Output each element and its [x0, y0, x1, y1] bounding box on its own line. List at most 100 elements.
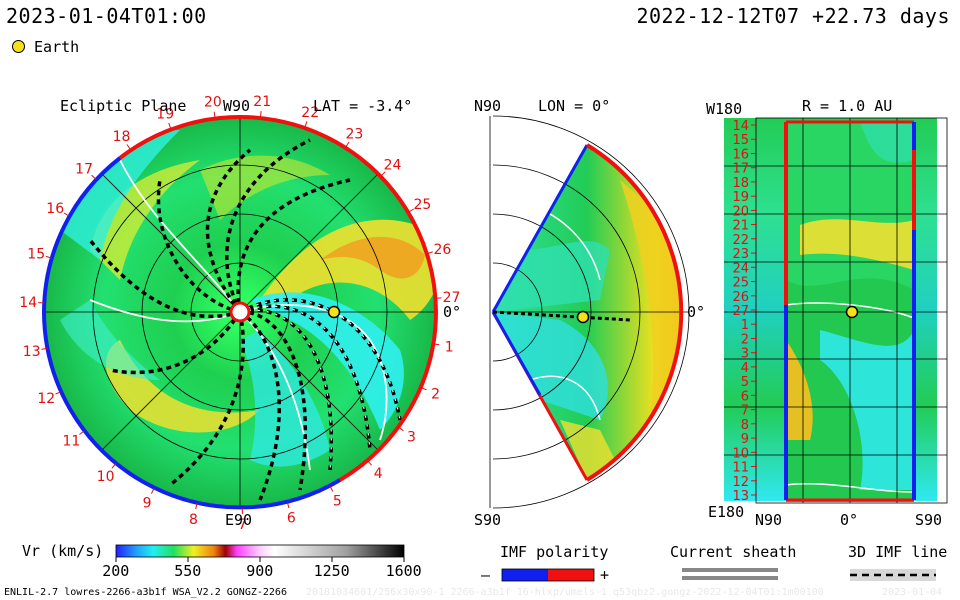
radial-tick-label: 14	[732, 119, 749, 134]
ecliptic-tick-label: 7	[238, 517, 247, 533]
radial-tick-label: 16	[732, 148, 749, 163]
radial-grid	[724, 117, 948, 504]
observation-time: 2023-01-04T01:00	[6, 4, 207, 28]
radial-panel	[724, 117, 948, 504]
ecliptic-tick-mark	[367, 460, 372, 466]
radial-tick-label: 2	[741, 333, 749, 348]
sun-marker	[229, 301, 251, 323]
ecliptic-polarity-negative	[41, 156, 342, 510]
run-time: 2022-12-12T07 +22.73 days	[636, 4, 950, 28]
radial-carrington-ticks: 1415161718192021222324252627123456789101…	[732, 119, 757, 504]
radial-x-right-label: S90	[915, 511, 943, 529]
meridional-top-label: N90	[474, 97, 502, 115]
imf-polarity-title: IMF polarity	[500, 543, 609, 561]
ecliptic-tick-mark	[408, 208, 415, 213]
meridional-bottom-label: S90	[474, 511, 502, 529]
ecliptic-tick-mark	[55, 391, 62, 395]
radial-tick-label: 24	[732, 261, 749, 276]
ecliptic-tick-label: 12	[37, 391, 55, 407]
footer-run-id: 20181034601/256x30x90-1 2266-a3b1f 16-hl…	[306, 587, 824, 598]
ecliptic-tick-label: 10	[97, 469, 115, 485]
ecliptic-tick-label: 18	[113, 129, 131, 145]
ecliptic-tick-mark	[433, 343, 440, 346]
ecliptic-tick-mark	[45, 255, 52, 259]
footer-model: ENLIL-2.7 lowres-2266-a3b1f WSA_V2.2 GON…	[4, 587, 287, 598]
ecliptic-tick-label: 24	[384, 158, 402, 174]
ecliptic-tick-label: 27	[443, 290, 461, 306]
ecliptic-tick-mark	[380, 171, 386, 177]
current-sheath-title: Current sheath	[670, 543, 797, 561]
imf-polarity-positive-swatch	[548, 569, 594, 581]
ecliptic-latitude: LAT = -3.4°	[313, 97, 413, 115]
colorbar-tick-label: 200	[102, 562, 130, 580]
meridional-panel	[489, 115, 690, 509]
ecliptic-tick-label: 19	[156, 107, 174, 123]
ecliptic-tick-mark	[213, 111, 216, 118]
colorbar-tick-label: 1600	[385, 562, 422, 580]
ecliptic-tick-label: 11	[62, 434, 80, 450]
radial-tick-label: 25	[732, 276, 749, 291]
ecliptic-tick-label: 25	[413, 197, 431, 213]
ecliptic-tick-mark	[168, 122, 172, 129]
ecliptic-tick-label: 16	[46, 201, 64, 217]
current-sheath-swatch	[682, 568, 778, 580]
meridional-edge-north	[491, 144, 589, 313]
radial-bottom-left-label: E180	[708, 503, 745, 521]
radial-tick-label: 10	[732, 446, 749, 461]
ecliptic-tick-mark	[420, 387, 427, 391]
ecliptic-title: Ecliptic Plane	[60, 97, 187, 115]
ecliptic-right-label: 0°	[443, 303, 462, 321]
radial-tick-label: 4	[741, 361, 749, 376]
ecliptic-spiral-structure	[44, 116, 436, 508]
ecliptic-tick-label: 5	[333, 493, 342, 509]
radial-x-mid-label: 0°	[840, 511, 859, 529]
earth-marker-icon	[12, 40, 25, 53]
ecliptic-polarity-positive	[118, 114, 439, 482]
imf-polarity-plus: +	[600, 566, 610, 584]
radial-distance-label: R = 1.0 AU	[802, 97, 893, 115]
radial-x-left-label: N90	[755, 511, 783, 529]
ecliptic-tick-label: 3	[407, 430, 416, 446]
imf-line-title: 3D IMF line	[848, 543, 948, 561]
meridional-outer-edge	[585, 143, 684, 482]
earth-marker-meridional	[576, 310, 590, 324]
radial-tick-label: 22	[732, 233, 749, 248]
radial-tick-label: 19	[732, 190, 749, 205]
earth-marker-ecliptic	[327, 305, 341, 319]
ecliptic-panel	[41, 114, 439, 510]
ecliptic-tick-mark	[304, 121, 308, 128]
imf-polarity-minus: –	[481, 566, 491, 584]
ecliptic-tick-mark	[111, 463, 117, 469]
ecliptic-tick-mark	[79, 430, 85, 435]
radial-tick-label: 3	[741, 347, 749, 362]
ecliptic-tick-mark	[426, 251, 433, 255]
footer-date: 2023-01-04	[882, 587, 943, 598]
colorbar-label: Vr (km/s)	[22, 542, 104, 560]
radial-tick-label: 26	[732, 290, 749, 305]
ecliptic-tick-label: 6	[287, 511, 296, 527]
imf-line-swatch	[850, 569, 936, 581]
radial-tick-label: 11	[732, 461, 749, 476]
meridional-right-label: 0°	[687, 303, 706, 321]
radial-tick-label: 1	[741, 318, 749, 333]
radial-tick-label: 15	[732, 133, 749, 148]
radial-tick-label: 20	[732, 204, 749, 219]
ecliptic-tick-label: 23	[345, 127, 363, 143]
ecliptic-tick-mark	[398, 426, 404, 432]
ecliptic-tick-label: 21	[253, 94, 271, 110]
ecliptic-tick-mark	[41, 347, 48, 350]
radial-tick-label: 5	[741, 375, 749, 390]
ecliptic-tick-mark	[345, 141, 350, 148]
ecliptic-tick-label: 13	[23, 344, 41, 360]
ecliptic-bottom-label: E90	[225, 511, 253, 529]
ecliptic-tick-label: 14	[19, 295, 37, 311]
radial-tick-label: 13	[732, 489, 749, 504]
radial-tick-label: 17	[732, 162, 749, 177]
colorbar-tick-label: 550	[174, 562, 202, 580]
ecliptic-top-label: W90	[223, 97, 251, 115]
ecliptic-tick-mark	[126, 144, 131, 150]
radial-tick-label: 18	[732, 176, 749, 191]
radial-tick-label: 6	[741, 389, 749, 404]
